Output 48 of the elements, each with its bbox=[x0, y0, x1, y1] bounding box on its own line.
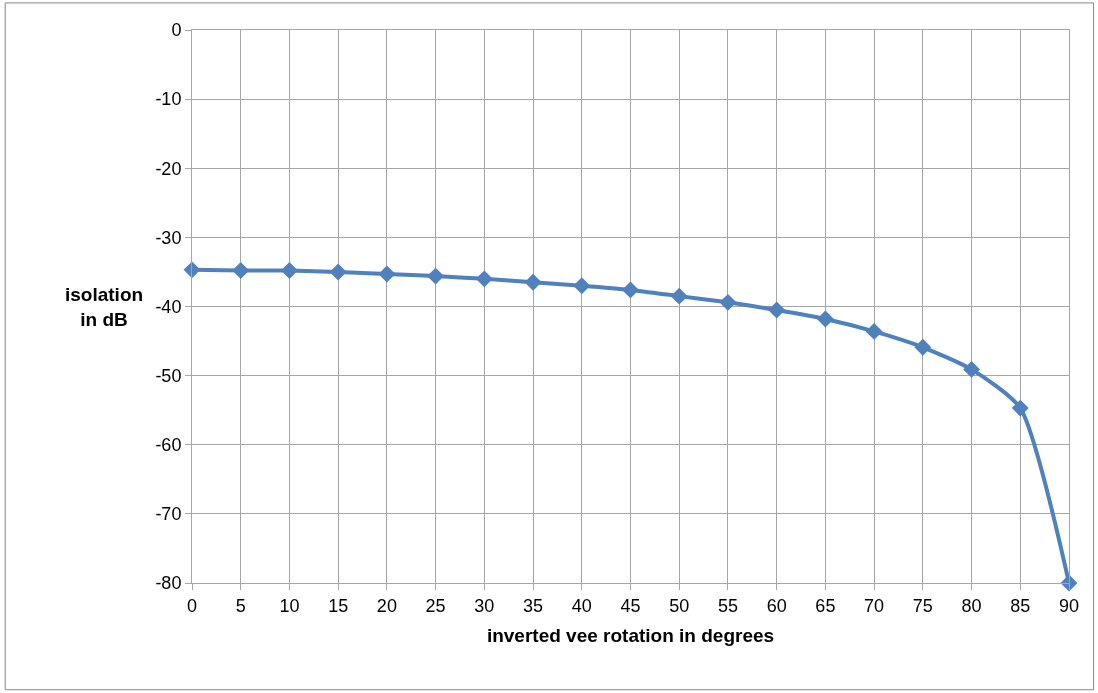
x-tick-label: 55 bbox=[717, 595, 738, 616]
y-tick-label: -30 bbox=[155, 227, 182, 248]
y-tick-label: 0 bbox=[171, 20, 182, 41]
x-tick-label: 15 bbox=[328, 595, 349, 616]
y-tick-label: -40 bbox=[155, 296, 182, 317]
point bbox=[865, 322, 883, 340]
y-tick-label: -60 bbox=[155, 435, 182, 456]
y-tick-label: -50 bbox=[155, 365, 182, 386]
y-axis-title: isolation in dB bbox=[65, 284, 144, 330]
x-tick-label: 85 bbox=[1010, 595, 1031, 616]
x-tick-label: 70 bbox=[864, 595, 885, 616]
x-tick-label: 0 bbox=[186, 595, 198, 616]
point bbox=[914, 338, 932, 356]
x-axis-title: inverted vee rotation in degrees bbox=[486, 625, 775, 647]
y-tick-label: -20 bbox=[155, 158, 182, 179]
point bbox=[475, 270, 493, 288]
y-tick-label: -10 bbox=[155, 89, 182, 110]
x-tick-label: 25 bbox=[425, 595, 446, 616]
x-tick-label: 90 bbox=[1058, 595, 1080, 616]
point bbox=[1011, 399, 1029, 417]
point bbox=[378, 265, 396, 283]
x-tick-label: 20 bbox=[376, 595, 397, 616]
x-tick-label: 40 bbox=[571, 595, 592, 616]
point bbox=[816, 310, 834, 328]
point bbox=[670, 287, 688, 305]
point bbox=[232, 262, 250, 279]
point bbox=[573, 277, 591, 295]
point bbox=[329, 263, 347, 281]
x-tick-label: 10 bbox=[279, 595, 300, 616]
point bbox=[280, 262, 298, 279]
x-tick-label: 60 bbox=[766, 595, 787, 616]
x-tick-label: 50 bbox=[669, 595, 690, 616]
x-tick-label: 35 bbox=[523, 595, 544, 616]
x-tick-label: 5 bbox=[235, 595, 246, 616]
y-tick-label: -80 bbox=[155, 573, 182, 594]
point bbox=[768, 301, 786, 319]
x-tick-label: 45 bbox=[620, 595, 641, 616]
point bbox=[622, 281, 639, 299]
point bbox=[719, 293, 737, 311]
x-tick-label: 75 bbox=[912, 595, 933, 616]
x-tick-label: 80 bbox=[961, 595, 982, 616]
y-tick-label: -70 bbox=[155, 504, 182, 525]
point bbox=[183, 261, 201, 279]
point bbox=[963, 360, 981, 378]
x-tick-label: 65 bbox=[815, 595, 836, 616]
point bbox=[427, 267, 445, 285]
x-tick-label: 30 bbox=[474, 595, 495, 616]
point bbox=[524, 273, 542, 291]
